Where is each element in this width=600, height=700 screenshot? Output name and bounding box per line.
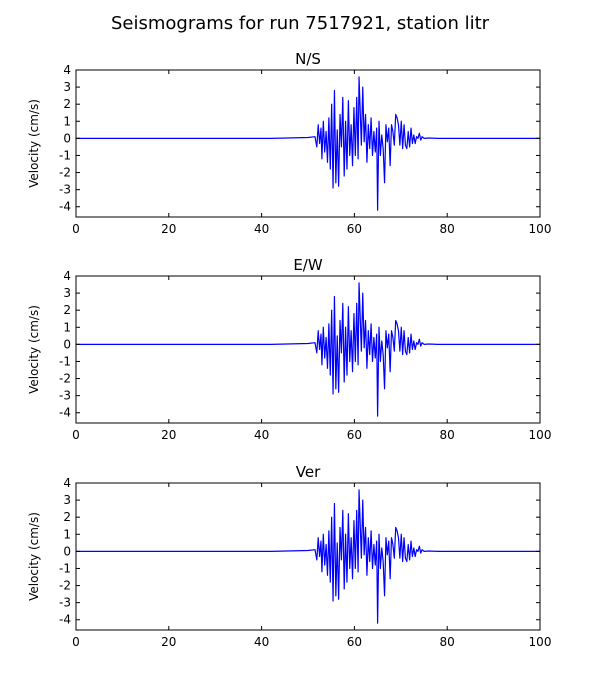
panel-n-s-ytick-label: -2	[59, 166, 71, 180]
panel-ver-ylabel: Velocity (cm/s)	[27, 512, 41, 601]
panel-ver-ytick-label: -1	[59, 561, 71, 575]
panel-n-s-ytick-label: 1	[63, 114, 71, 128]
panel-ver-title: Ver	[296, 463, 321, 481]
panel-e-w-xtick-label: 100	[529, 428, 552, 442]
panel-ver-xtick-label: 20	[161, 635, 176, 649]
panel-e-w-ytick-label: -3	[59, 389, 71, 403]
panel-n-s-series-line	[76, 76, 540, 211]
panel-e-w-xtick-label: 0	[72, 428, 80, 442]
panel-e-w-title: E/W	[293, 256, 323, 274]
panel-ver-xtick-label: 40	[254, 635, 269, 649]
panel-e-w-ytick-label: 1	[63, 320, 71, 334]
panel-ver: Ver Velocity (cm/s) 0 20 40 60 80 100 4 3 2 1 0 -1 -2 -…	[27, 463, 551, 649]
panel-ver-ytick-label: 0	[63, 544, 71, 558]
panel-n-s-ylabel: Velocity (cm/s)	[27, 99, 41, 188]
panel-n-s: N/S Velocity (cm/s) 0 20 40 60 80 100 4 3 2 1 0 -1 -2 -…	[27, 50, 551, 236]
panel-n-s-ytick-label: -4	[59, 200, 71, 214]
panel-e-w-series-line	[76, 282, 540, 417]
figure-title: Seismograms for run 7517921, station lit…	[111, 13, 490, 34]
panel-n-s-title: N/S	[295, 50, 321, 68]
panel-n-s-ytick-label: 4	[63, 63, 71, 77]
panel-e-w-ytick-label: 3	[63, 286, 71, 300]
panel-e-w-ytick-label: -4	[59, 406, 71, 420]
panel-e-w-ytick-label: 2	[63, 303, 71, 317]
panel-e-w-ytick-label: -1	[59, 354, 71, 368]
panel-ver-ytick-label: -3	[59, 596, 71, 610]
panel-ver-xtick-label: 60	[347, 635, 362, 649]
panel-e-w-xtick-label: 40	[254, 428, 269, 442]
panel-n-s-ytick-label: -3	[59, 183, 71, 197]
panel-e-w: E/W Velocity (cm/s) 0 20 40 60 80 100 4 3 2 1 0 -1 -2 -…	[27, 256, 551, 442]
panel-n-s-xtick-label: 100	[529, 222, 552, 236]
panel-e-w-ylabel: Velocity (cm/s)	[27, 305, 41, 394]
panel-ver-ytick-label: 1	[63, 527, 71, 541]
panel-n-s-xtick-label: 20	[161, 222, 176, 236]
panel-n-s-xtick-label: 40	[254, 222, 269, 236]
panel-e-w-axes-frame	[75, 275, 541, 424]
panel-e-w-ytick-label: -2	[59, 372, 71, 386]
panel-n-s-ytick-label: 3	[63, 80, 71, 94]
panel-n-s-ytick-label: -1	[59, 148, 71, 162]
panel-ver-series-line	[76, 489, 540, 624]
panel-n-s-xtick-label: 80	[440, 222, 455, 236]
panel-ver-ytick-label: -4	[59, 613, 71, 627]
panel-ver-xtick-label: 80	[440, 635, 455, 649]
panel-n-s-ytick-label: 0	[63, 131, 71, 145]
panel-ver-ytick-label: 2	[63, 510, 71, 524]
panel-e-w-ytick-label: 4	[63, 269, 71, 283]
panel-e-w-xtick-label: 20	[161, 428, 176, 442]
panel-n-s-xtick-label: 60	[347, 222, 362, 236]
panel-n-s-ytick-label: 2	[63, 97, 71, 111]
panel-n-s-xtick-label: 0	[72, 222, 80, 236]
panel-ver-axes-frame	[75, 482, 541, 631]
panel-ver-ytick-label: 3	[63, 493, 71, 507]
panel-e-w-ytick-label: 0	[63, 337, 71, 351]
panel-ver-xtick-label: 0	[72, 635, 80, 649]
panel-e-w-xtick-label: 80	[440, 428, 455, 442]
panel-e-w-xtick-label: 60	[347, 428, 362, 442]
panel-n-s-axes-frame	[75, 69, 541, 218]
panel-ver-ytick-label: -2	[59, 579, 71, 593]
panel-ver-ytick-label: 4	[63, 476, 71, 490]
panel-ver-xtick-label: 100	[529, 635, 552, 649]
